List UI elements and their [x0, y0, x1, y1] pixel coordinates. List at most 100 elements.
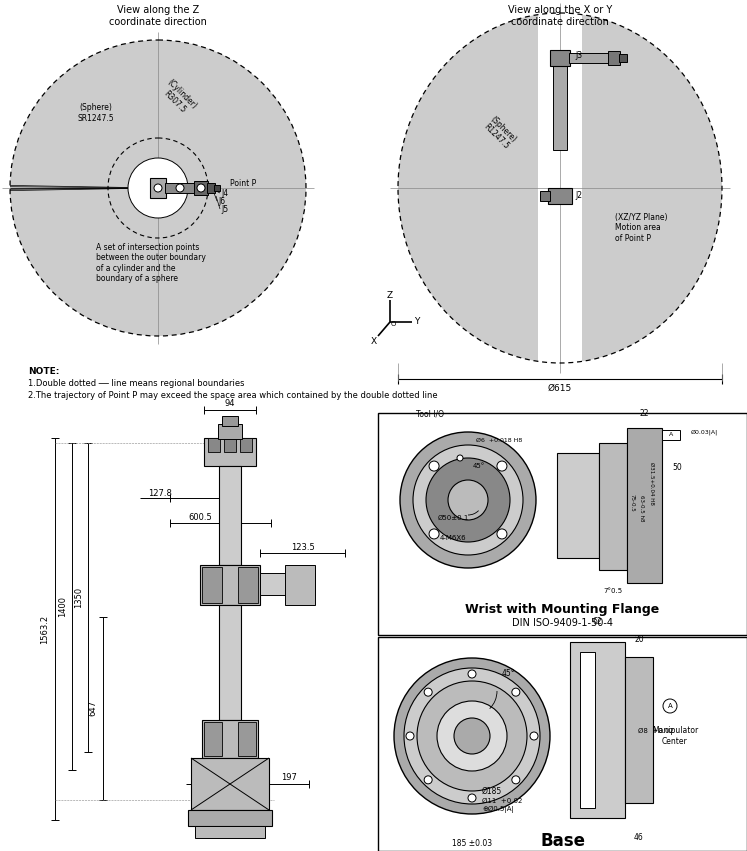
Text: A set of intersection points
between the outer boundary
of a cylinder and the
bo: A set of intersection points between the…: [96, 243, 206, 283]
Text: 1563.2: 1563.2: [40, 614, 49, 643]
Text: 197: 197: [281, 774, 297, 783]
Bar: [219, 605, 241, 720]
Text: X: X: [371, 336, 377, 346]
Bar: [238, 567, 258, 603]
Text: O: O: [391, 321, 396, 327]
Circle shape: [426, 458, 510, 542]
Circle shape: [424, 688, 433, 696]
Bar: [207, 183, 215, 193]
Text: 62: 62: [592, 618, 602, 626]
Circle shape: [454, 718, 490, 754]
Circle shape: [663, 699, 677, 713]
Text: DIN ISO-9409-1-50-4: DIN ISO-9409-1-50-4: [512, 618, 613, 628]
Text: Ø31.5+0.04 H8: Ø31.5+0.04 H8: [649, 461, 654, 505]
Bar: [218, 424, 242, 439]
Bar: [240, 438, 252, 452]
Circle shape: [197, 184, 205, 192]
Bar: [378, 413, 747, 635]
Text: Wrist with Mounting Flange: Wrist with Mounting Flange: [465, 603, 660, 615]
Bar: [150, 178, 166, 198]
Bar: [260, 573, 315, 595]
Text: Ø0.03|A|: Ø0.03|A|: [691, 429, 719, 435]
Text: Y: Y: [415, 317, 420, 327]
Text: ⊕Ø0.5|A|: ⊕Ø0.5|A|: [482, 805, 514, 813]
Circle shape: [429, 529, 439, 539]
Bar: [188, 810, 272, 826]
Text: Ø185: Ø185: [482, 786, 502, 796]
Circle shape: [404, 668, 540, 804]
Text: (Cylinder)
R307.5: (Cylinder) R307.5: [158, 77, 198, 118]
Text: Ø6  +0.018 H8: Ø6 +0.018 H8: [476, 437, 522, 443]
Circle shape: [437, 701, 507, 771]
Circle shape: [417, 681, 527, 791]
Text: 600.5: 600.5: [188, 513, 212, 523]
Bar: [599, 443, 627, 570]
Circle shape: [128, 158, 188, 218]
Bar: [204, 722, 222, 756]
Text: 1.Double dotted ── line means regional boundaries: 1.Double dotted ── line means regional b…: [28, 380, 244, 389]
Circle shape: [424, 776, 433, 784]
Circle shape: [400, 432, 536, 568]
Text: 1350: 1350: [75, 587, 84, 608]
Text: 75-0.5: 75-0.5: [630, 494, 634, 511]
Text: Ø50±0.1: Ø50±0.1: [437, 515, 468, 521]
Bar: [548, 188, 572, 204]
Circle shape: [468, 670, 476, 678]
Bar: [570, 642, 625, 818]
Circle shape: [512, 688, 520, 696]
Bar: [608, 51, 620, 65]
Circle shape: [468, 794, 476, 802]
Text: 22: 22: [639, 409, 648, 419]
Bar: [194, 181, 208, 195]
Text: 46: 46: [634, 832, 644, 842]
Circle shape: [448, 480, 488, 520]
Bar: [557, 453, 599, 558]
Text: Ø615: Ø615: [548, 384, 572, 392]
Bar: [202, 567, 222, 603]
Bar: [165, 183, 195, 193]
Text: (Sphere)
R1247.5: (Sphere) R1247.5: [482, 115, 518, 151]
Text: Base: Base: [540, 832, 585, 850]
Text: J6: J6: [218, 197, 225, 207]
Text: 50: 50: [672, 464, 682, 472]
Text: View along the Z
coordinate direction: View along the Z coordinate direction: [109, 5, 207, 26]
Circle shape: [497, 529, 507, 539]
Circle shape: [10, 40, 306, 336]
Bar: [662, 430, 680, 440]
Bar: [238, 722, 256, 756]
Text: 63-0.5 h8: 63-0.5 h8: [639, 494, 645, 522]
Text: Ø11  +0.02: Ø11 +0.02: [482, 798, 522, 804]
Bar: [569, 53, 609, 63]
Text: Manipulator
Center: Manipulator Center: [652, 726, 698, 745]
Text: J4: J4: [221, 190, 228, 198]
Circle shape: [497, 461, 507, 471]
Text: View along the X or Y
coordinate direction: View along the X or Y coordinate directi…: [508, 5, 612, 26]
Text: 1400: 1400: [58, 596, 67, 617]
Circle shape: [530, 732, 538, 740]
Bar: [191, 758, 269, 810]
Text: A: A: [668, 703, 672, 709]
Text: 45°: 45°: [502, 670, 515, 678]
Text: 647: 647: [88, 700, 98, 717]
Ellipse shape: [398, 13, 722, 363]
Text: (XZ/YZ Plane)
Motion area
of Point P: (XZ/YZ Plane) Motion area of Point P: [615, 213, 668, 243]
Bar: [580, 652, 595, 808]
Text: J2: J2: [575, 191, 582, 201]
Text: J3: J3: [575, 52, 582, 60]
Text: 185 ±0.03: 185 ±0.03: [452, 839, 492, 848]
Text: 127.8: 127.8: [148, 488, 172, 498]
Circle shape: [128, 158, 188, 218]
Bar: [550, 50, 570, 66]
Bar: [219, 466, 241, 565]
Text: Z: Z: [387, 290, 393, 300]
Text: 123.5: 123.5: [291, 542, 314, 551]
Circle shape: [413, 445, 523, 555]
Bar: [625, 657, 653, 803]
Text: 20: 20: [634, 636, 644, 644]
Text: 4-M6X6: 4-M6X6: [440, 535, 466, 541]
Bar: [202, 720, 258, 758]
Text: J5: J5: [221, 205, 228, 214]
Bar: [538, 8, 582, 368]
Text: (Sphere)
SR1247.5: (Sphere) SR1247.5: [78, 103, 114, 123]
Circle shape: [394, 658, 550, 814]
